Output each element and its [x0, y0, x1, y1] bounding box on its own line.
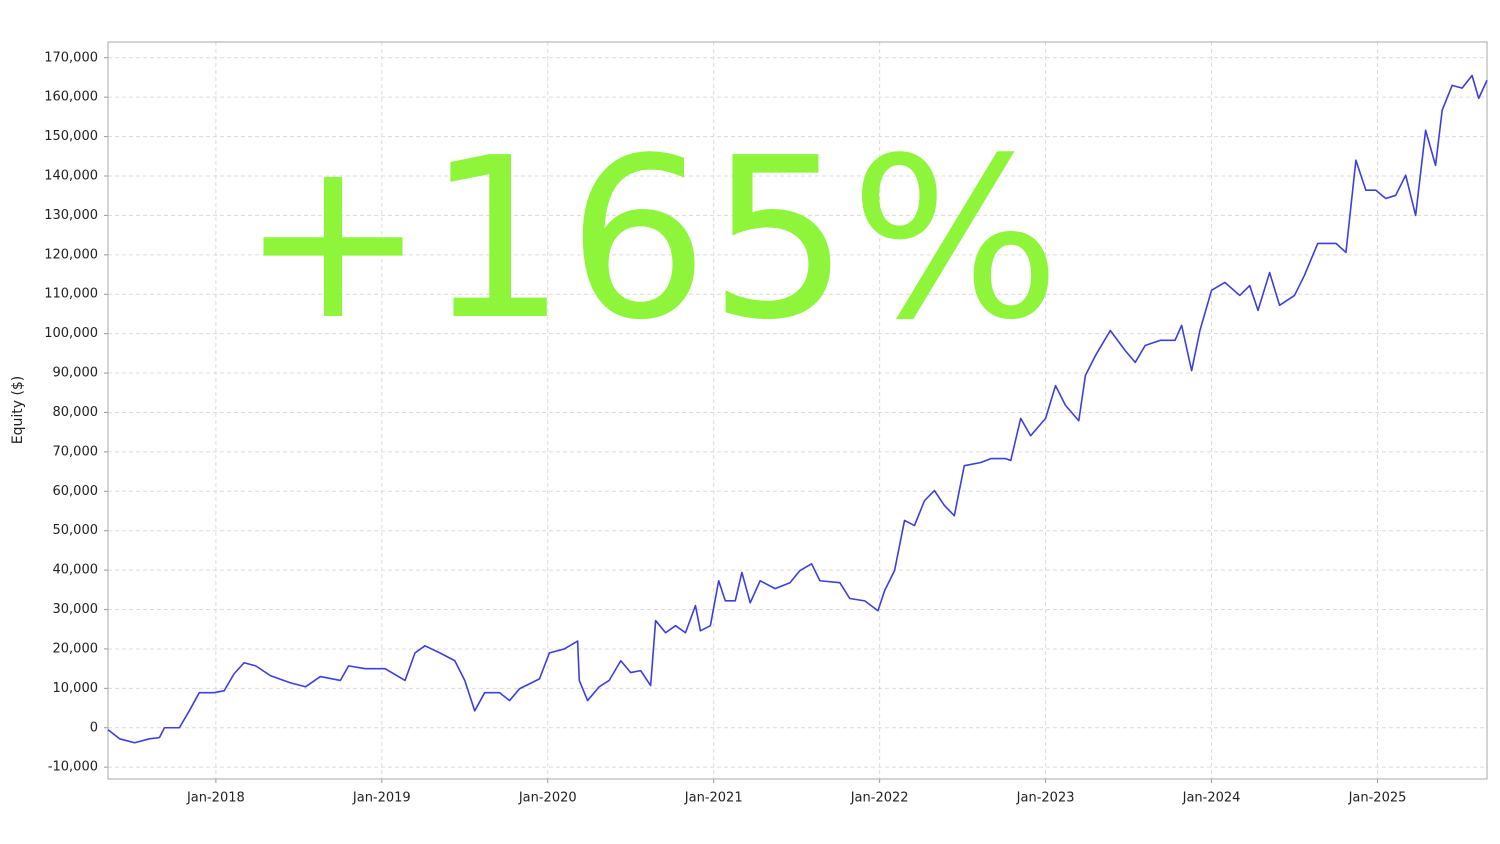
x-tick-label: Jan-2024	[1182, 791, 1241, 806]
y-tick-label: 50,000	[53, 523, 99, 538]
x-tick-label: Jan-2019	[352, 791, 411, 806]
y-tick-label: 100,000	[44, 326, 98, 341]
y-tick-label: 80,000	[53, 405, 99, 420]
y-tick-label: 90,000	[53, 366, 99, 381]
x-tick-label: Jan-2023	[1016, 791, 1075, 806]
y-tick-label: 0	[90, 720, 98, 735]
equity-line	[107, 74, 1488, 744]
y-tick-label: 40,000	[53, 563, 99, 578]
y-tick-label: 30,000	[53, 602, 99, 617]
plot-border	[107, 41, 1488, 780]
y-tick-label: -10,000	[48, 760, 98, 775]
y-tick-label: 20,000	[53, 641, 99, 656]
x-tick-label: Jan-2018	[186, 791, 245, 806]
x-tick-label: Jan-2021	[684, 791, 743, 806]
y-tick-label: 70,000	[53, 444, 99, 459]
x-tick-label: Jan-2025	[1348, 791, 1407, 806]
y-tick-label: 120,000	[44, 247, 98, 262]
y-axis-label: Equity ($)	[10, 376, 26, 445]
y-tick-label: 140,000	[44, 169, 98, 184]
y-tick-label: 160,000	[44, 90, 98, 105]
plot-area	[108, 42, 1487, 779]
annotation: +165%	[240, 111, 1061, 369]
y-tick-label: 150,000	[44, 129, 98, 144]
x-tick-label: Jan-2020	[518, 791, 577, 806]
y-tick-label: 130,000	[44, 208, 98, 223]
y-tick-label: 60,000	[53, 484, 99, 499]
y-tick-label: 170,000	[44, 50, 98, 65]
y-tick-label: 10,000	[53, 681, 99, 696]
y-tick-label: 110,000	[44, 287, 98, 302]
x-tick-label: Jan-2022	[850, 791, 909, 806]
